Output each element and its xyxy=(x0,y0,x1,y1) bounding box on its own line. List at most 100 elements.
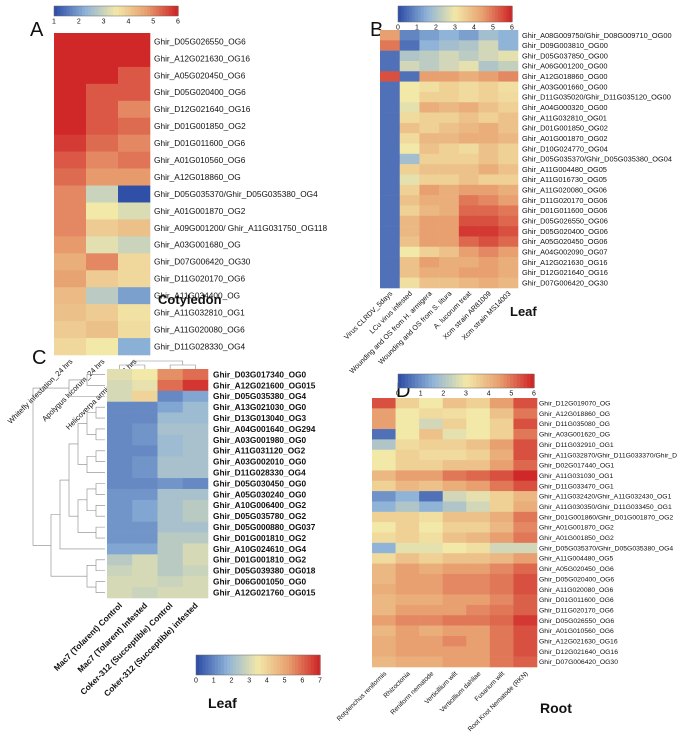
heatmap-cell xyxy=(157,554,184,566)
colorbar-segment xyxy=(248,655,253,675)
heatmap-cell xyxy=(442,522,467,533)
heatmap-cell xyxy=(399,236,420,248)
heatmap-cell xyxy=(372,625,396,637)
heatmap-cell xyxy=(86,287,119,305)
colorbar-segment xyxy=(276,655,281,675)
colorbar-segment xyxy=(426,6,430,22)
heatmap-cell xyxy=(380,143,401,155)
heatmap-cell xyxy=(489,408,514,419)
heatmap-cell xyxy=(372,408,396,419)
heatmap-cell xyxy=(380,205,401,217)
heatmap-cell xyxy=(399,91,420,103)
colorbar-segment xyxy=(143,6,148,16)
heatmap-cell xyxy=(478,267,499,278)
heatmap-cell xyxy=(498,277,519,289)
heatmap-cell xyxy=(513,501,538,513)
heatmap-cell xyxy=(489,418,514,430)
heatmap-cell xyxy=(132,379,158,392)
heatmap-cell xyxy=(466,398,491,409)
heatmap-cell xyxy=(419,153,440,165)
heatmap-cell xyxy=(372,522,396,533)
heatmap-cell xyxy=(419,522,444,533)
heatmap-cell xyxy=(489,470,514,482)
heatmap-cell xyxy=(118,66,151,85)
colorbar-segment xyxy=(85,6,89,16)
colorbar-segment xyxy=(412,6,416,22)
heatmap-cell xyxy=(489,501,514,513)
heatmap-cell xyxy=(395,501,420,513)
heatmap-cell xyxy=(466,470,491,482)
heatmap-cell xyxy=(419,408,444,419)
colorbar-segment xyxy=(116,6,120,16)
colorbar-tick-label: 4 xyxy=(487,391,491,398)
row-label: Ghir_A03G001620_OG xyxy=(539,432,610,439)
heatmap-cell xyxy=(399,164,420,175)
row-label: Ghir_A12G018860_OG xyxy=(539,411,610,418)
row-label: Ghir_A03G002010_OG0 xyxy=(213,457,307,467)
colorbar-segment xyxy=(455,6,459,22)
heatmap-cell xyxy=(513,615,538,626)
colorbar-tick-label: 3 xyxy=(464,391,468,398)
row-label: Ghir_D12G021640_OG16 xyxy=(539,649,618,656)
heatmap-cell xyxy=(132,510,158,522)
colorbar-tick-label: 6 xyxy=(510,25,514,32)
heatmap-cell xyxy=(478,226,499,237)
row-label: Ghir_A03G001980_OG0 xyxy=(213,435,307,445)
heatmap-cell xyxy=(182,434,209,446)
colorbar-segment xyxy=(208,655,213,675)
heatmap-cell xyxy=(498,112,519,124)
colorbar-segment xyxy=(140,6,145,16)
heatmap-cell xyxy=(157,401,184,413)
colorbar-segment xyxy=(282,655,287,675)
row-label: Ghir_A12G021600_OG015 xyxy=(213,380,316,390)
heatmap-cell xyxy=(489,522,514,533)
row-label: Ghir_D05G020400_OG06 xyxy=(522,227,608,236)
heatmap-cell xyxy=(478,143,499,155)
heatmap-cell xyxy=(107,445,133,457)
heatmap-cell xyxy=(513,646,538,657)
heatmap-cell xyxy=(489,646,514,657)
colorbar-segment xyxy=(103,6,108,16)
row-label: Ghir_A01G001870_OG2 xyxy=(539,525,614,532)
heatmap-cell xyxy=(399,184,420,196)
heatmap-cell xyxy=(182,565,209,577)
heatmap-cell xyxy=(157,379,184,392)
heatmap-cell xyxy=(513,563,538,575)
colorbar-segment xyxy=(503,374,508,388)
row-label: Ghir_D10G024770_OG04 xyxy=(522,144,608,153)
heatmap-cell xyxy=(419,625,444,637)
heatmap-cell xyxy=(466,429,491,440)
colorbar-segment xyxy=(239,655,244,675)
colorbar-segment xyxy=(497,6,502,22)
heatmap-cell xyxy=(399,215,420,227)
heatmap-cell xyxy=(54,100,87,119)
heatmap-cell xyxy=(54,134,87,152)
row-label: Ghir_D05G035370/Ghir_D05G035380_OG4 xyxy=(154,189,318,199)
heatmap-cell xyxy=(157,532,184,544)
colorbar-tick-label: 5 xyxy=(491,25,495,32)
row-label: Ghir_A11G031030_OG1 xyxy=(539,473,614,480)
heatmap-cell xyxy=(442,398,467,409)
heatmap-cell xyxy=(107,521,133,533)
colorbar-tick-label: 0 xyxy=(396,391,400,398)
heatmap-cell xyxy=(498,184,519,196)
heatmap-cell xyxy=(439,257,460,268)
heatmap-cell xyxy=(372,563,396,575)
row-label: Ghir_A12G018860_OG00 xyxy=(522,72,607,81)
row-label: Ghir_A11G004480_OG05 xyxy=(522,165,607,174)
heatmap-cell xyxy=(182,521,209,533)
colorbar-segment xyxy=(264,655,268,675)
heatmap-cell xyxy=(513,491,538,502)
heatmap-cell xyxy=(478,246,499,258)
heatmap-cell xyxy=(478,50,499,62)
heatmap-cell xyxy=(380,91,401,103)
colorbar-tick-label: 0 xyxy=(396,25,400,32)
row-label: Ghir_D01G001810_OG2 xyxy=(213,533,307,543)
heatmap-cell xyxy=(439,40,460,51)
heatmap-cell xyxy=(372,615,396,626)
heatmap-cell xyxy=(107,510,133,522)
colorbar-segment xyxy=(292,655,296,675)
heatmap-cell xyxy=(419,418,444,430)
colorbar-tick-label: 5 xyxy=(509,391,513,398)
heatmap-cell xyxy=(513,429,538,440)
